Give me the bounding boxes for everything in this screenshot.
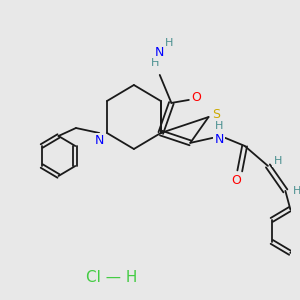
Text: Cl — H: Cl — H	[86, 271, 137, 286]
Text: S: S	[212, 109, 220, 122]
Text: H: H	[273, 156, 282, 166]
Text: O: O	[192, 92, 202, 104]
Text: H: H	[215, 121, 224, 131]
Text: O: O	[231, 174, 241, 188]
Text: N: N	[155, 46, 164, 59]
Text: H: H	[151, 58, 159, 68]
Text: H: H	[293, 186, 300, 196]
Text: N: N	[215, 134, 224, 146]
Text: N: N	[94, 134, 104, 148]
Text: H: H	[165, 38, 174, 48]
